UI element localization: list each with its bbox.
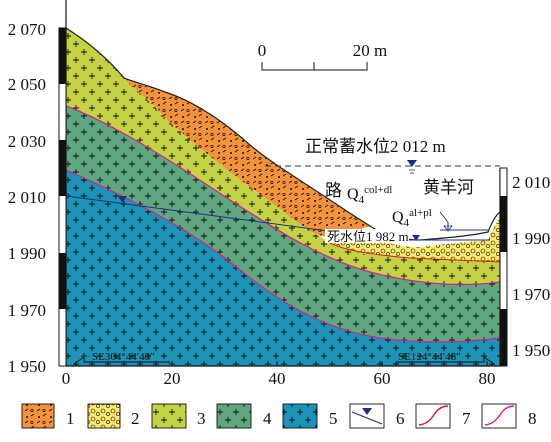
legend-number: 1	[66, 409, 75, 428]
legend: 1 2 3 4 5 6	[21, 403, 537, 429]
left-tick-label: 2 030	[8, 132, 46, 151]
x-tick-label: 0	[62, 369, 71, 388]
left-tick-label: 2 010	[8, 188, 46, 207]
legend-number: 2	[131, 409, 140, 428]
left-tick-label: 1 970	[8, 301, 46, 320]
ground-surface	[66, 27, 500, 241]
dead-water-level: 死水位1 982 m	[118, 196, 420, 244]
right-axis-labels: 2 010 1 990 1 970 1 950	[512, 173, 550, 360]
quaternary-alluvial-label: Q4al+pl	[392, 207, 432, 229]
dead-level-label: 死水位1 982 m	[327, 229, 409, 244]
left-axis-labels: 2 070 2 050 2 030 2 010 1 990 1 970 1 95…	[8, 20, 46, 376]
direction-right-label: SE124°44′48″	[398, 351, 461, 363]
right-tick-label: 1 990	[512, 229, 550, 248]
direction-arrow-right: SE124°44′48″	[396, 351, 495, 365]
magenta-boundary-line-icon	[484, 405, 515, 426]
left-tick-label: 1 950	[8, 357, 46, 376]
scale-bar: 0 20 m	[258, 41, 387, 71]
legend-item-2: 2	[87, 403, 140, 429]
legend-number: 5	[329, 409, 338, 428]
water-level-symbol-icon	[362, 408, 372, 415]
x-tick-label: 40	[269, 369, 286, 388]
legend-item-1: 1	[21, 403, 75, 429]
right-tick-label: 1 970	[512, 285, 550, 304]
legend-item-5: 5	[282, 403, 338, 429]
normal-level-label: 正常蓄水位2 012 m	[305, 137, 446, 156]
river-level-marker	[443, 222, 453, 232]
direction-left-label: SE304°44′48″	[92, 351, 155, 363]
right-tick-label: 1 950	[512, 341, 550, 360]
x-tick-label: 60	[374, 369, 391, 388]
legend-item-6: 6	[349, 403, 405, 429]
x-tick-label: 80	[479, 369, 496, 388]
river-label: 黄羊河	[423, 178, 474, 197]
legend-number: 3	[197, 409, 206, 428]
water-level-triangle-icon	[412, 235, 420, 241]
scale-start-label: 0	[258, 41, 267, 60]
road-label: 路	[325, 181, 342, 200]
right-elevation-ruler	[499, 167, 508, 367]
left-tick-label: 2 070	[8, 20, 46, 39]
legend-item-7: 7	[415, 403, 471, 429]
quaternary-colluvial-label: Q4col+dl	[347, 184, 392, 206]
scale-end-label: 20 m	[353, 41, 387, 60]
red-boundary-line-icon	[418, 405, 449, 426]
left-tick-label: 1 990	[8, 244, 46, 263]
boundary-4-5	[66, 169, 500, 343]
legend-item-8: 8	[481, 403, 537, 429]
legend-number: 7	[462, 409, 471, 428]
legend-number: 6	[396, 409, 405, 428]
boundary-3-4	[66, 105, 500, 286]
water-level-triangle-icon	[407, 160, 417, 167]
x-tick-label: 20	[164, 369, 181, 388]
x-axis: 0 20 40 60 80	[62, 361, 500, 388]
legend-item-3: 3	[151, 403, 206, 429]
right-tick-label: 2 010	[512, 173, 550, 192]
legend-number: 4	[263, 409, 272, 428]
normal-water-level: 正常蓄水位2 012 m	[265, 137, 500, 174]
water-level-triangle-icon	[118, 196, 127, 203]
legend-number: 8	[528, 409, 537, 428]
direction-arrow-left: SE304°44′48″	[73, 351, 170, 365]
boundary-quaternary	[329, 242, 500, 263]
geologic-layers	[66, 27, 500, 366]
legend-item-4: 4	[216, 403, 272, 429]
left-tick-label: 2 050	[8, 75, 46, 94]
left-elevation-ruler	[58, 27, 67, 367]
